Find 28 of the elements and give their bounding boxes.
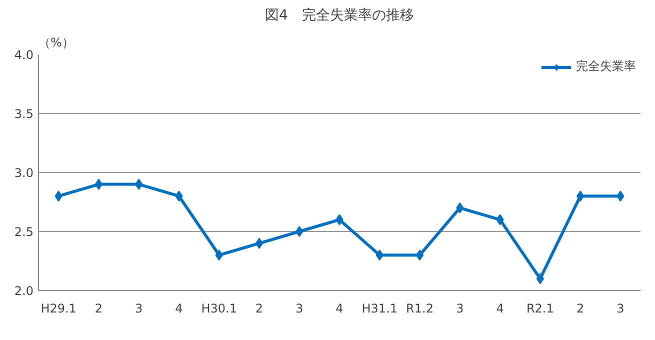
x-tick-label: H29.1	[40, 302, 76, 316]
x-tick-label: 3	[296, 302, 304, 316]
chart-title: 図4 完全失業率の推移	[265, 8, 414, 24]
x-tick-label: 2	[255, 302, 264, 316]
x-tick-label: 2	[576, 302, 584, 316]
x-tick-label: R1.2	[406, 302, 434, 316]
point	[94, 178, 103, 190]
point	[576, 190, 584, 202]
x-tick-label: H31.1	[362, 302, 398, 316]
x-tick-label: 4	[336, 302, 344, 316]
y-tick-label: 2.5	[14, 225, 34, 239]
x-tick-label: H30.1	[201, 302, 237, 316]
y-axis-title: （%）	[38, 36, 74, 50]
y-tick-label: 3.0	[14, 166, 34, 180]
x-tick-label: 2	[94, 302, 103, 316]
legend-label: 完全失業率	[576, 58, 636, 75]
y-tick-label: 4.0	[14, 48, 34, 62]
x-tick-label: 3	[456, 302, 464, 316]
point	[255, 238, 264, 249]
point	[416, 250, 424, 261]
point	[296, 226, 304, 237]
x-tick-label: 4	[175, 302, 183, 316]
x-tick-label: 3	[135, 302, 143, 316]
x-tick-label: 3	[616, 302, 624, 316]
y-tick-label: 3.5	[14, 107, 34, 121]
x-tick-label: R2.1	[526, 302, 554, 316]
x-tick-label: 4	[496, 302, 504, 316]
y-tick-label: 2.0	[14, 284, 34, 298]
